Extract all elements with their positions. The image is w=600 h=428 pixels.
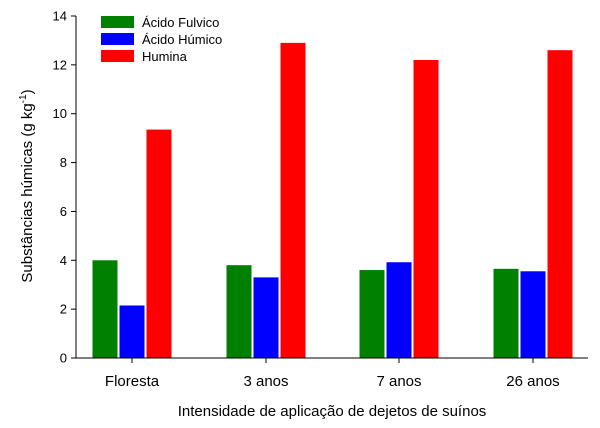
legend: Ácido Fulvico Ácido Húmico Humina	[101, 15, 222, 64]
y-tick-label: 14	[53, 9, 67, 24]
bar-floresta-series-2	[119, 305, 145, 358]
bar-26-anos-series-1	[493, 268, 519, 358]
y-tick-label: 2	[60, 302, 67, 317]
x-category-label: 26 anos	[506, 373, 559, 390]
bar-26-anos-series-2	[520, 271, 546, 358]
y-axis-title: Substâncias húmicas (g kg-1)	[18, 89, 36, 282]
x-category-label: 7 anos	[376, 373, 421, 390]
y-tick-label: 4	[60, 253, 67, 268]
y-axis-title-superscript: -1	[18, 94, 29, 103]
legend-label: Ácido Húmico	[142, 32, 222, 47]
bar-3-anos-series-1	[226, 265, 252, 358]
legend-label: Humina	[142, 49, 188, 64]
legend-swatch	[101, 33, 134, 45]
bar-7-anos-series-1	[359, 270, 385, 358]
y-tick-label: 6	[60, 204, 67, 219]
y-tick-label: 0	[60, 351, 67, 366]
y-tick-label: 10	[53, 106, 67, 121]
y-tick-label: 12	[53, 57, 67, 72]
bar-26-anos-series-3	[547, 50, 573, 358]
x-category-labels: Floresta 3 anos 7 anos 26 anos	[105, 358, 560, 390]
y-axis-title-main: Substâncias húmicas (g kg	[19, 103, 36, 282]
axes-group	[75, 16, 588, 359]
bar-7-anos-series-2	[386, 262, 412, 358]
bar-7-anos-series-3	[413, 59, 439, 358]
bar-3-anos-series-3	[280, 42, 306, 358]
x-category-label: Floresta	[105, 373, 160, 390]
bar-floresta-series-3	[146, 129, 172, 358]
bar-floresta-series-1	[92, 260, 118, 358]
bar-3-anos-series-2	[253, 277, 279, 358]
y-axis-title-end: )	[19, 89, 36, 94]
legend-label: Ácido Fulvico	[142, 15, 219, 30]
x-category-label: 3 anos	[243, 373, 288, 390]
y-tick-label: 8	[60, 155, 67, 170]
bars-group	[92, 42, 573, 358]
legend-swatch	[101, 50, 134, 62]
y-ticks-group: 0 2 4 6 8 10 12 14	[53, 9, 76, 366]
legend-swatch	[101, 16, 134, 28]
x-axis-title: Intensidade de aplicação de dejetos de s…	[178, 403, 487, 420]
